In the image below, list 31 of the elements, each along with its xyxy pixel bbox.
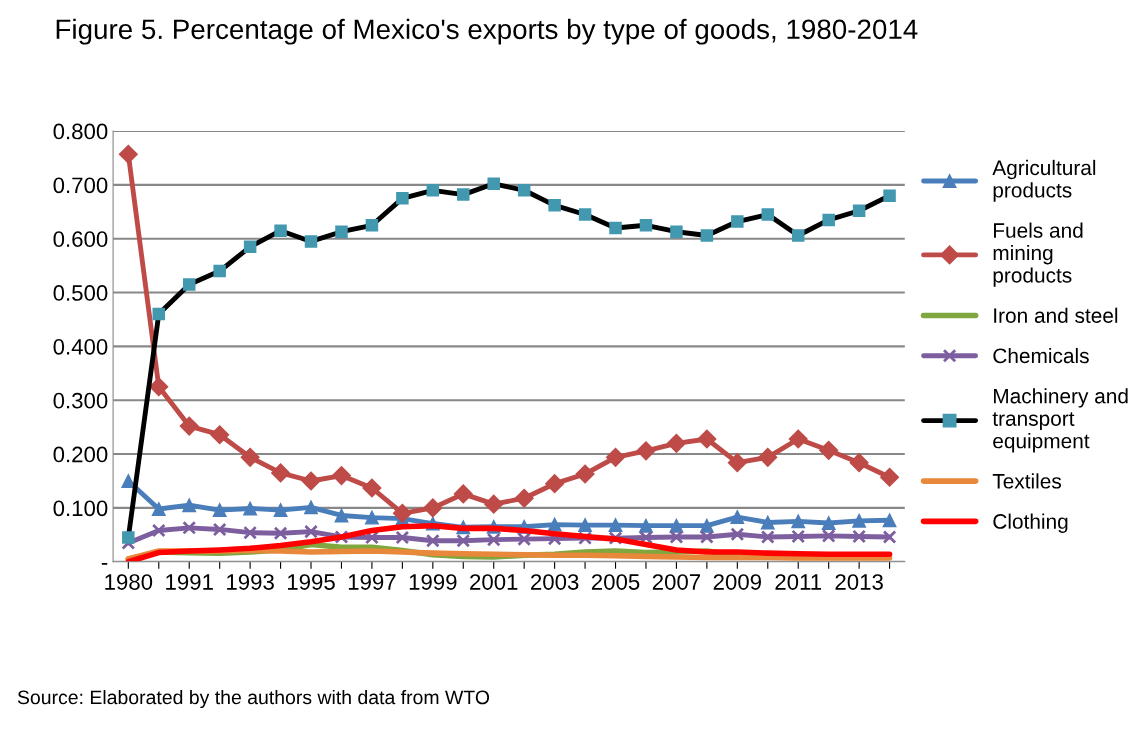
x-tick-label: 2007 [652, 574, 701, 590]
x-tick-label: 1999 [409, 574, 457, 590]
y-tick-label: - [101, 563, 108, 565]
legend-label: Machinery and transport equipment [992, 388, 1128, 453]
x-tick-label: 2001 [470, 574, 518, 590]
x-tick-label: 1991 [166, 574, 213, 590]
x-tick-label: 2003 [531, 574, 579, 590]
legend-label: Iron and steel [994, 307, 1118, 323]
y-tick-label: 0.400 [53, 338, 108, 355]
legend-label: Fuels and mining products [993, 222, 1083, 287]
y-tick-label: 0.500 [53, 285, 108, 301]
legend-label: Clothing [993, 513, 1068, 533]
y-tick-label: 0.200 [53, 446, 108, 463]
x-tick-label: 2009 [713, 574, 761, 590]
y-tick-label: 0.100 [53, 500, 108, 517]
y-tick-label: 0.800 [53, 123, 108, 140]
legend-label: Textiles [992, 473, 1062, 489]
y-tick-label: 0.700 [53, 177, 108, 194]
x-tick-label: 2005 [591, 574, 640, 590]
x-tick-label: 2013 [835, 574, 883, 590]
x-tick-label: 1980 [105, 574, 153, 590]
y-tick-label: 0.300 [53, 392, 108, 409]
y-tick-label: 0.600 [53, 231, 108, 248]
source-note: Source: Elaborated by the authors with data from WTO [17, 689, 490, 709]
chart-title: Figure 5. Percentage of Mexico's exports by type of goods, 1980-2014 [56, 18, 918, 45]
x-tick-label: 1993 [227, 574, 274, 590]
legend-label: Agricultural products [992, 159, 1096, 202]
x-tick-label: 1997 [348, 574, 396, 590]
legend-label: Chemicals [993, 347, 1089, 364]
x-tick-label: 2011 [775, 574, 822, 590]
x-tick-label: 1995 [288, 574, 335, 590]
